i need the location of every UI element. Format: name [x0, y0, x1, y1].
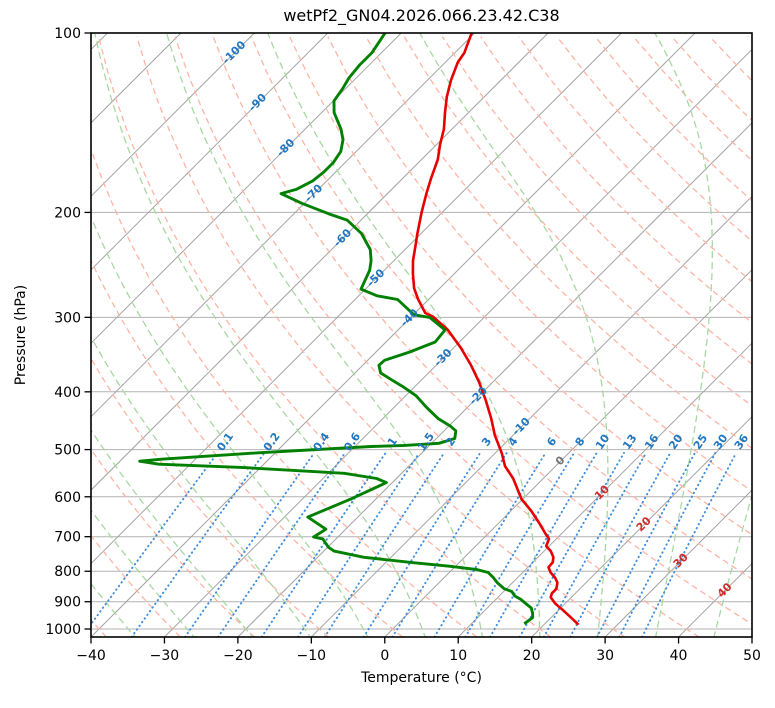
- x-tick-label: −30: [150, 648, 180, 664]
- x-tick-label: 50: [743, 648, 761, 664]
- mixing-ratio-label: 20: [666, 432, 686, 452]
- mixing-ratio-label: 36: [732, 432, 752, 452]
- mixing-ratio-label: 10: [593, 432, 613, 452]
- x-axis-label: Temperature (°C): [361, 670, 482, 686]
- dewpoint-curve: [138, 33, 535, 625]
- y-tick-label: 900: [54, 595, 81, 611]
- mixing-ratio-label: 16: [642, 432, 662, 452]
- mixing-ratio-label: 0.2: [261, 430, 283, 453]
- x-tick-label: 40: [670, 648, 688, 664]
- x-tick-label: 20: [523, 648, 541, 664]
- y-tick-label: 800: [54, 564, 81, 580]
- chart-title: wetPf2_GN04.2026.066.23.42.C38: [283, 6, 560, 25]
- x-tick-label: 30: [596, 648, 614, 664]
- x-tick-labels: −40 −30 −20 −10 0 10 20 30 40 50: [76, 648, 761, 664]
- x-tick-label: −20: [223, 648, 253, 664]
- isotherm-label: -50: [364, 266, 387, 289]
- plot-area: -100-90-80-70-60-50-40-30-20-10010203040…: [91, 33, 752, 637]
- x-tick-label: −10: [297, 648, 327, 664]
- x-tick-label: 10: [449, 648, 467, 664]
- y-tick-label: 400: [54, 385, 81, 401]
- y-tick-label: 100: [54, 26, 81, 42]
- x-tick-label: 0: [380, 648, 389, 664]
- temperature-curve: [411, 33, 580, 626]
- x-tick-label: −40: [76, 648, 106, 664]
- axes-frame: [84, 32, 753, 644]
- isotherm-label: -30: [431, 346, 454, 369]
- y-tick-label: 1000: [45, 622, 81, 638]
- y-tick-label: 200: [54, 205, 81, 221]
- mixing-ratio-label: 30: [711, 432, 731, 452]
- moist-adiabats: [91, 33, 752, 637]
- y-tick-label: 600: [54, 490, 81, 506]
- y-axis-label: Pressure (hPa): [13, 284, 29, 386]
- isotherm-label: 30: [671, 550, 691, 570]
- mixing-ratio-label: 13: [620, 432, 639, 452]
- y-tick-label: 500: [54, 443, 81, 459]
- dry-adiabats: [91, 36, 752, 637]
- mixing-ratio-lines: [91, 451, 738, 637]
- isotherm-label: -80: [274, 136, 297, 159]
- isobar-gridlines: [91, 33, 752, 630]
- isotherm-gridlines: [91, 33, 752, 637]
- y-tick-label: 700: [54, 530, 81, 546]
- mixing-ratio-label: 1.5: [415, 430, 437, 453]
- y-tick-label: 300: [54, 310, 81, 326]
- isotherm-label: -100: [220, 38, 249, 67]
- mixing-ratio-label: 3: [479, 435, 494, 449]
- y-tick-labels: 100 200 300 400 500 600 700 800 900 1000: [45, 26, 81, 638]
